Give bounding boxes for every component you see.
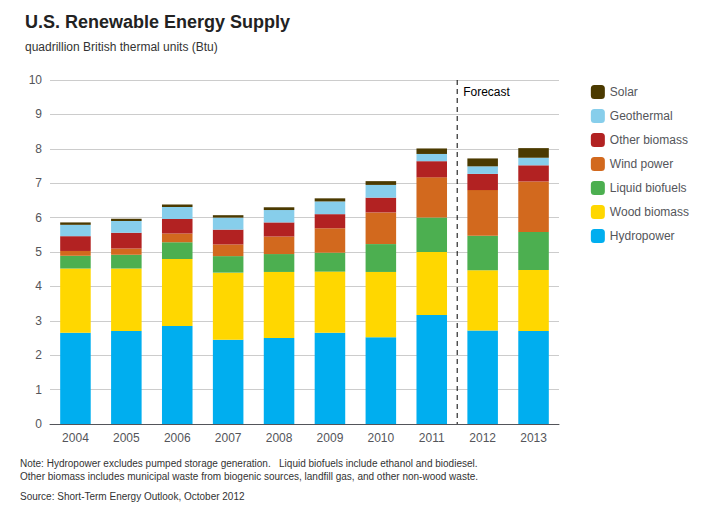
svg-text:2008: 2008 — [266, 431, 293, 445]
svg-text:1: 1 — [35, 383, 42, 397]
svg-text:Hydropower: Hydropower — [610, 229, 675, 243]
svg-text:U.S. Renewable Energy Supply: U.S. Renewable Energy Supply — [25, 12, 290, 32]
svg-text:10: 10 — [29, 73, 43, 87]
svg-text:2: 2 — [35, 348, 42, 362]
svg-text:Solar: Solar — [610, 85, 638, 99]
svg-text:2013: 2013 — [520, 431, 547, 445]
svg-text:Wind power: Wind power — [610, 157, 673, 171]
svg-text:0: 0 — [35, 417, 42, 431]
svg-text:Source: Short-Term Energy Outl: Source: Short-Term Energy Outlook, Octob… — [20, 491, 245, 502]
svg-text:2011: 2011 — [419, 431, 445, 445]
svg-text:6: 6 — [35, 211, 42, 225]
svg-text:5: 5 — [35, 245, 42, 259]
svg-text:4: 4 — [35, 279, 42, 293]
svg-text:Note: Hydropower excludes pump: Note: Hydropower excludes pumped storage… — [20, 458, 478, 469]
svg-text:2010: 2010 — [367, 431, 394, 445]
svg-text:2006: 2006 — [164, 431, 191, 445]
svg-text:Other biomass: Other biomass — [610, 133, 688, 147]
svg-text:2005: 2005 — [113, 431, 140, 445]
svg-text:quadrillion British thermal un: quadrillion British thermal units (Btu) — [25, 40, 218, 54]
svg-text:Geothermal: Geothermal — [610, 109, 673, 123]
svg-text:2007: 2007 — [215, 431, 242, 445]
svg-text:Liquid biofuels: Liquid biofuels — [610, 181, 687, 195]
svg-text:3: 3 — [35, 314, 42, 328]
svg-text:2004: 2004 — [62, 431, 89, 445]
svg-text:Other biomass includes municip: Other biomass includes municipal waste f… — [20, 471, 478, 482]
svg-text:2012: 2012 — [469, 431, 496, 445]
svg-text:7: 7 — [35, 176, 42, 190]
svg-text:9: 9 — [35, 107, 42, 121]
svg-text:2009: 2009 — [317, 431, 344, 445]
svg-text:8: 8 — [35, 142, 42, 156]
svg-text:Forecast: Forecast — [463, 85, 510, 99]
svg-text:Wood biomass: Wood biomass — [610, 205, 689, 219]
